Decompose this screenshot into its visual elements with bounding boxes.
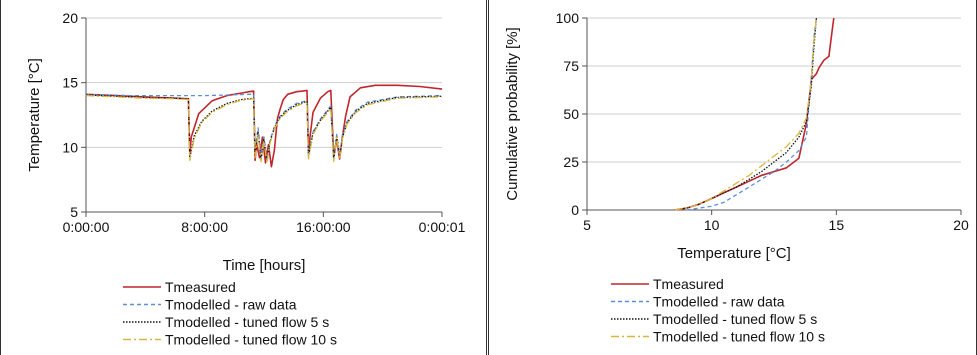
x-axis-title: Temperature [°C]: [677, 245, 791, 262]
legend-label-2: Tmodelled - tuned flow 5 s: [653, 311, 817, 327]
x-tick-label-3: 20: [953, 217, 969, 233]
x-tick-label-3: 0:00:01: [419, 219, 466, 235]
y-tick-label-1: 25: [563, 154, 579, 170]
x-tick-label-0: 0:00:00: [63, 219, 110, 235]
legend-label-1: Tmodelled - raw data: [653, 294, 785, 310]
y-tick-label-0: 0: [571, 202, 579, 218]
legend-label-3: Tmodelled - tuned flow 10 s: [165, 332, 337, 348]
legend-label-1: Tmodelled - raw data: [165, 297, 297, 313]
y-tick-label-3: 20: [62, 10, 78, 26]
legend-label-0: Tmeasured: [165, 279, 236, 295]
y-tick-label-4: 100: [556, 10, 580, 26]
y-axis-title: Temperature [°C]: [26, 58, 43, 172]
y-tick-label-2: 50: [563, 106, 579, 122]
x-tick-label-1: 8:00:00: [181, 219, 228, 235]
chart-panel-cumulative-probability: 0 25 50 75 100 5 10 15 20 Temperature [°C] Cumulat…: [488, 0, 977, 355]
y-axis-title: Cumulative probability [%]: [504, 27, 521, 200]
x-tick-label-2: 15: [829, 217, 845, 233]
series-line-3: [674, 17, 818, 211]
legend-label-3: Tmodelled - tuned flow 10 s: [653, 329, 825, 345]
temperature-time-chart: 5 10 15 20 0:00:00 8:00:00 16:00:00 0:00:01 Time…: [26, 10, 466, 348]
x-tick-label-0: 5: [583, 217, 591, 233]
series-line-2: [85, 94, 443, 163]
x-tick-label-2: 16:00:00: [296, 219, 351, 235]
legend-label-0: Tmeasured: [653, 276, 724, 292]
legend-label-2: Tmodelled - tuned flow 5 s: [165, 314, 329, 330]
x-axis-title: Time [hours]: [223, 257, 306, 274]
x-tick-label-1: 10: [704, 217, 720, 233]
series-line-2: [674, 17, 818, 211]
chart-panel-temperature-time: 5 10 15 20 0:00:00 8:00:00 16:00:00 0:00:01 Time…: [0, 0, 487, 355]
y-tick-label-1: 10: [62, 139, 78, 155]
series-line-3: [85, 94, 443, 164]
y-tick-label-3: 75: [563, 58, 579, 74]
cumulative-probability-chart: 0 25 50 75 100 5 10 15 20 Temperature [°C] Cumulat…: [504, 10, 969, 345]
y-tick-label-2: 15: [62, 75, 78, 91]
y-tick-label-0: 5: [70, 204, 78, 220]
